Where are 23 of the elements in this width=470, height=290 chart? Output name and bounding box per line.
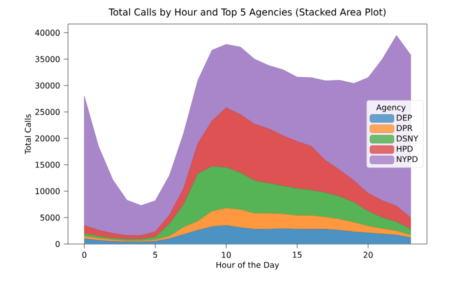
x-tick-label: 20 — [364, 252, 373, 258]
x-tick-label: 10 — [222, 252, 231, 258]
legend-title: Agency — [376, 104, 406, 112]
legend-label: DPR — [396, 125, 412, 131]
y-tick-label: 15000 — [36, 162, 60, 168]
y-tick-label: 0 — [56, 240, 60, 248]
chart-title: Total Calls by Hour and Top 5 Agencies (Stacked Area Plot) — [108, 8, 386, 18]
y-tick-label: 25000 — [35, 108, 60, 115]
x-axis-title: Hour of the Day — [216, 262, 280, 270]
y-tick-label: 10000 — [36, 188, 60, 194]
x-tick-label: 0 — [82, 252, 86, 258]
y-tick-label: 20000 — [35, 135, 60, 142]
y-axis-title: Total Calls — [24, 114, 31, 154]
y-tick-label: 40000 — [35, 30, 60, 36]
y-tick-label: 35000 — [35, 56, 60, 62]
y-tick-label: 5000 — [40, 214, 60, 221]
legend-label: DEP — [396, 114, 412, 121]
x-tick-label: 15 — [292, 252, 302, 258]
legend-label: HPD — [396, 146, 413, 152]
legend-label: NYPD — [396, 156, 418, 162]
legend-label: DSNY — [396, 135, 418, 142]
y-tick-label: 30000 — [35, 82, 60, 89]
x-tick-label: 5 — [153, 252, 158, 258]
